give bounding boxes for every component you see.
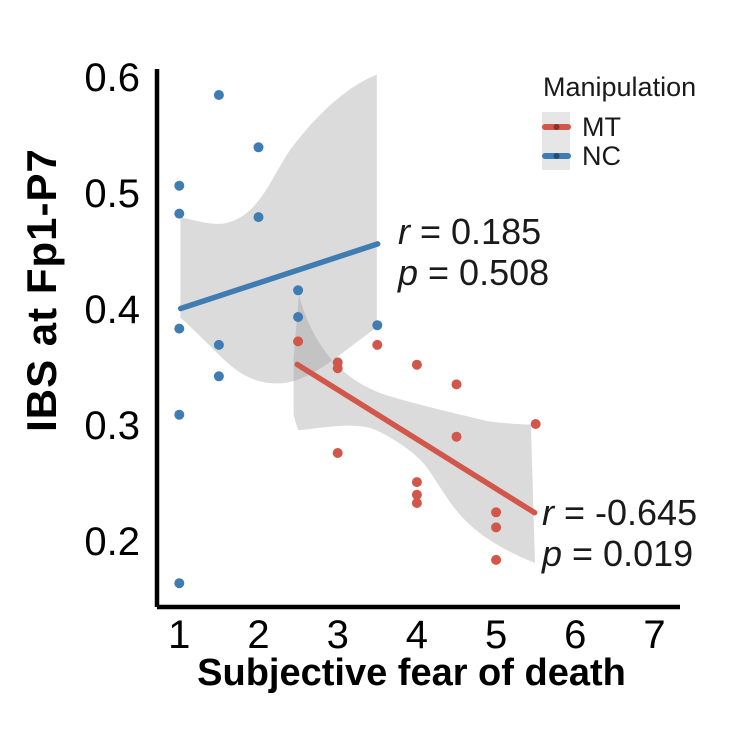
svg-text:2: 2 xyxy=(247,613,269,657)
svg-text:MT: MT xyxy=(582,112,621,142)
svg-text:NC: NC xyxy=(582,141,621,171)
svg-text:p = 0.508: p = 0.508 xyxy=(397,252,549,293)
svg-text:0.4: 0.4 xyxy=(84,288,140,332)
svg-text:0.3: 0.3 xyxy=(84,404,140,448)
svg-text:4: 4 xyxy=(406,613,428,657)
svg-text:r = 0.185: r = 0.185 xyxy=(398,211,541,252)
svg-text:6: 6 xyxy=(564,613,586,657)
svg-text:5: 5 xyxy=(485,613,507,657)
svg-text:Manipulation: Manipulation xyxy=(543,72,696,102)
svg-text:r = -0.645: r = -0.645 xyxy=(542,492,697,533)
svg-text:3: 3 xyxy=(327,613,349,657)
svg-text:0.6: 0.6 xyxy=(84,56,140,100)
svg-text:0.5: 0.5 xyxy=(84,172,140,216)
svg-text:1: 1 xyxy=(168,613,190,657)
svg-text:0.2: 0.2 xyxy=(84,520,140,564)
svg-text:p = 0.019: p = 0.019 xyxy=(541,533,693,574)
svg-text:7: 7 xyxy=(643,613,665,657)
